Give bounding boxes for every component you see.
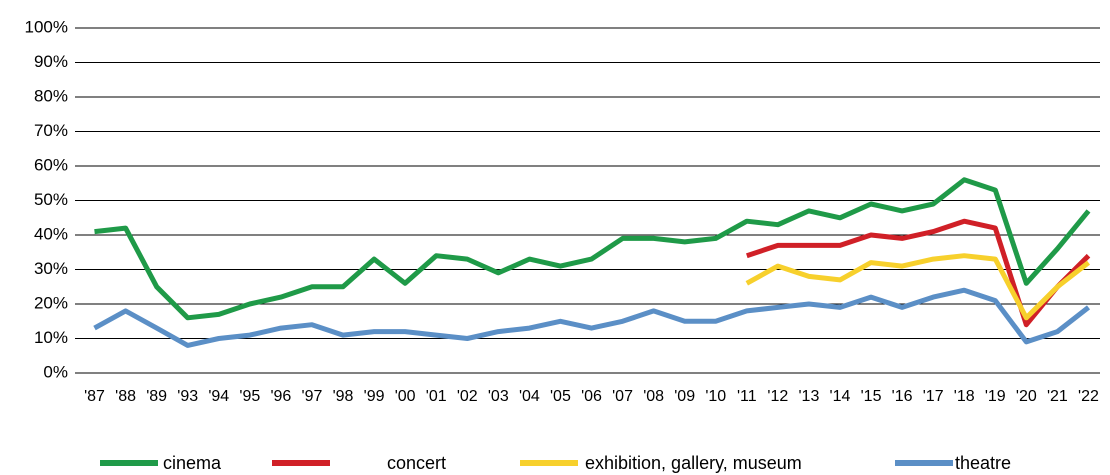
y-tick-label: 70% [34, 121, 68, 140]
y-tick-label: 60% [34, 155, 68, 174]
x-tick-label: '87 [84, 388, 105, 405]
x-tick-label: '08 [643, 388, 664, 405]
y-tick-label: 30% [34, 259, 68, 278]
x-tick-label: '03 [488, 388, 509, 405]
x-tick-label: '02 [457, 388, 478, 405]
series-line [93, 287, 1091, 348]
x-tick-label: '97 [302, 388, 323, 405]
series-line [746, 218, 1091, 328]
x-tick-label: '09 [674, 388, 695, 405]
x-tick-label: '00 [395, 388, 416, 405]
x-tick-label: '99 [364, 388, 385, 405]
legend-label: exhibition, gallery, museum [585, 453, 802, 473]
x-tick-label: '19 [985, 388, 1006, 405]
series-line [745, 253, 1091, 321]
x-tick-label: '13 [798, 388, 819, 405]
y-tick-label: 10% [34, 328, 68, 347]
y-tick-label: 90% [34, 52, 68, 71]
y-tick-label: 40% [34, 224, 68, 243]
x-tick-label: '96 [270, 388, 291, 405]
x-tick-label: '07 [612, 388, 633, 405]
x-tick-label: '04 [519, 388, 540, 405]
x-tick-label: '06 [581, 388, 602, 405]
legend-label: concert [387, 453, 446, 473]
x-tick-label: '88 [115, 388, 136, 405]
y-tick-label: 0% [43, 362, 68, 381]
x-tick-label: '95 [239, 388, 260, 405]
legend-label: theatre [955, 453, 1011, 473]
x-tick-label: '05 [550, 388, 571, 405]
legend-label: cinema [163, 453, 222, 473]
x-tick-label: '10 [705, 388, 726, 405]
x-tick-label: '01 [426, 388, 447, 405]
x-tick-label: '16 [892, 388, 913, 405]
y-tick-label: 20% [34, 293, 68, 312]
x-tick-label: '98 [333, 388, 354, 405]
x-tick-label: '20 [1016, 388, 1037, 405]
x-tick-label: '14 [830, 388, 851, 405]
x-tick-label: '89 [146, 388, 167, 405]
x-tick-label: '21 [1047, 388, 1068, 405]
x-tick-label: '17 [923, 388, 944, 405]
x-tick-label: '18 [954, 388, 975, 405]
x-tick-label: '94 [208, 388, 229, 405]
x-tick-label: '11 [737, 388, 757, 405]
y-tick-label: 80% [34, 86, 68, 105]
series-line [94, 177, 1091, 321]
y-tick-label: 50% [34, 190, 68, 209]
x-tick-label: '15 [861, 388, 882, 405]
x-tick-label: '22 [1078, 388, 1099, 405]
x-tick-label: '93 [177, 388, 198, 405]
x-tick-label: '12 [767, 388, 788, 405]
y-tick-label: 100% [25, 17, 68, 36]
